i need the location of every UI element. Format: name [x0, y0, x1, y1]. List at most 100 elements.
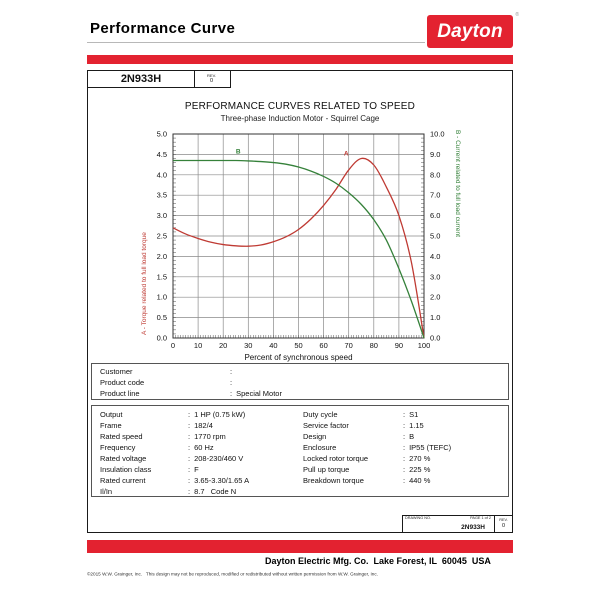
row-value: Special Motor [236, 389, 282, 398]
row-value: 1.15 [409, 421, 424, 430]
left-axis-tick-label: 1.0 [157, 293, 167, 302]
left-axis-tick-label: 1.5 [157, 272, 167, 281]
dayton-logo: Dayton ® [427, 12, 519, 48]
row-colon: : [188, 476, 191, 485]
table-row: Frame:182/4 [92, 420, 295, 431]
table-row: Product line: Special Motor [92, 388, 508, 399]
drawing-number-main: DRAWING NO. PAGE 1 of 2 2N933H [403, 516, 494, 532]
row-colon: : [188, 454, 191, 463]
row-label: Product code [100, 378, 145, 387]
title-divider [87, 42, 425, 43]
right-axis-tick-label: 7.0 [430, 191, 440, 200]
revision-box: REV. 0 [193, 71, 231, 88]
chart-subtitle: Three-phase Induction Motor - Squirrel C… [220, 114, 380, 123]
copyright-notice: ©2015 W.W. Grainger, Inc. This design ma… [87, 572, 379, 578]
curve-marker-a: A [344, 151, 349, 158]
row-colon: : [403, 454, 406, 463]
specs-column-right: Duty cycle: S1 Service factor:1.15 Design: B… [295, 409, 508, 496]
x-axis-tick-label: 60 [319, 341, 327, 350]
row-value: B [409, 432, 415, 441]
row-label: Frame [100, 421, 122, 430]
table-row: Il/In:8.7 Code N [92, 486, 295, 497]
table-row: Insulation class: F [92, 464, 295, 475]
x-axis-title: Percent of synchronous speed [244, 353, 352, 362]
row-value: 3.65-3.30/1.65 A [194, 476, 250, 485]
company-address: Dayton Electric Mfg. Co. Lake Forest, IL… [265, 556, 491, 566]
table-row: Enclosure: IP55 (TEFC) [295, 442, 508, 453]
row-label: Design [303, 432, 327, 441]
row-value: 60 Hz [194, 443, 214, 452]
left-axis-tick-label: 4.5 [157, 150, 167, 159]
row-value: F [194, 465, 199, 474]
row-colon: : [188, 443, 191, 452]
specs-column-left: Output:1 HP (0.75 kW) Frame:182/4 Rated sp… [92, 409, 295, 496]
revision-value: 0 [209, 77, 214, 84]
right-axis-tick-label: 0.0 [430, 334, 440, 343]
row-colon: : [403, 421, 406, 430]
row-label: Pull up torque [303, 465, 350, 474]
row-colon: : [230, 367, 233, 376]
row-colon: : [403, 432, 406, 441]
row-colon: : [403, 410, 406, 419]
right-axis-tick-label: 6.0 [430, 211, 440, 220]
x-axis-tick-label: 50 [294, 341, 302, 350]
row-label: Output [100, 410, 123, 419]
right-axis-tick-label: 4.0 [430, 252, 440, 261]
table-row: Frequency:60 Hz [92, 442, 295, 453]
row-value: 1770 rpm [194, 432, 226, 441]
right-axis-tick-label: 5.0 [430, 232, 440, 241]
row-label: Locked rotor torque [303, 454, 369, 463]
curve-b [173, 159, 425, 339]
row-colon: : [188, 487, 191, 496]
row-label: Product line [100, 389, 140, 398]
row-value: 440 % [409, 476, 431, 485]
row-value: IP55 (TEFC) [409, 443, 452, 452]
row-value: 225 % [409, 465, 431, 474]
row-colon: : [403, 443, 406, 452]
left-axis-title: A - Torque related to full load torque [141, 232, 148, 335]
row-value: 1 HP (0.75 kW) [194, 410, 246, 419]
table-row: Locked rotor torque:270 % [295, 453, 508, 464]
x-axis-tick-label: 90 [395, 341, 403, 350]
left-axis-tick-label: 3.5 [157, 191, 167, 200]
table-row: Breakdown torque:440 % [295, 475, 508, 486]
row-label: Rated current [100, 476, 146, 485]
curve-marker-b: B [236, 148, 241, 155]
x-axis-tick-label: 0 [171, 341, 175, 350]
chart-title: PERFORMANCE CURVES RELATED TO SPEED [184, 101, 416, 112]
left-axis-tick-label: 4.0 [157, 170, 167, 179]
table-row: Service factor:1.15 [295, 420, 508, 431]
table-row: Output:1 HP (0.75 kW) [92, 409, 295, 420]
x-axis-tick-label: 100 [418, 341, 431, 350]
left-axis-tick-label: 0.5 [157, 313, 167, 322]
row-colon: : [403, 476, 406, 485]
drawing-rev-value: 0 [501, 522, 506, 529]
right-axis-tick-label: 1.0 [430, 313, 440, 322]
x-axis-tick-label: 10 [194, 341, 202, 350]
row-value: 8.7 Code N [194, 487, 237, 496]
row-colon: : [188, 421, 191, 430]
curve-a [172, 157, 425, 339]
left-axis-tick-label: 0.0 [157, 334, 167, 343]
dayton-logo-text: Dayton [437, 20, 503, 42]
row-label: Enclosure [303, 443, 337, 452]
row-colon: : [230, 378, 233, 387]
left-axis-tick-label: 3.0 [157, 211, 167, 220]
row-colon: : [188, 432, 191, 441]
top-red-bar [87, 55, 513, 64]
left-axis-tick-label: 2.0 [157, 252, 167, 261]
table-row: Rated current:3.65-3.30/1.65 A [92, 475, 295, 486]
row-label: Il/In [100, 487, 113, 496]
motor-specs-box: Output:1 HP (0.75 kW) Frame:182/4 Rated sp… [91, 405, 509, 497]
document-body-frame: 2N933H REV. 0 PERFORMANCE CURVES RELATED… [87, 70, 513, 533]
row-label: Customer [100, 367, 133, 376]
performance-chart: 0.0 0.5 1.0 1.5 2.0 2.5 3.0 3.5 4.0 4.5 5.0 0.0 1.0 2… [141, 130, 461, 363]
row-value: 182/4 [194, 421, 213, 430]
right-axis-tick-label: 9.0 [430, 150, 440, 159]
customer-info-box: Customer: Product code: Product line: Speci… [91, 363, 509, 400]
plot-border [172, 133, 425, 339]
x-axis-tick-label: 70 [345, 341, 353, 350]
x-axis-tick-label: 40 [269, 341, 277, 350]
page-title: Performance Curve [90, 20, 236, 37]
